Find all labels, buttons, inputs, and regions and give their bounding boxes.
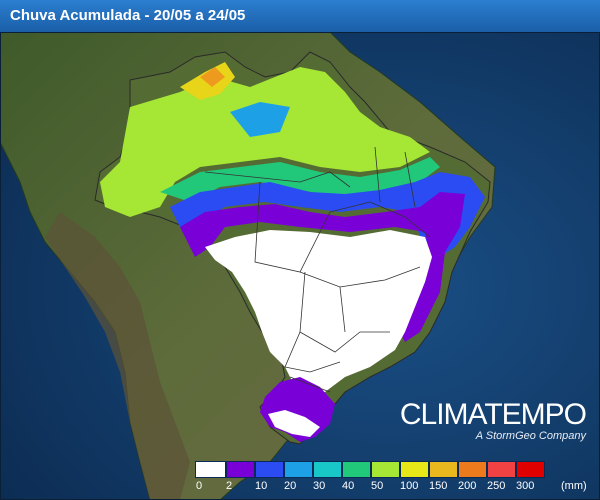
- legend-swatch: [400, 461, 429, 478]
- legend-tick-label: 10: [255, 480, 268, 492]
- legend-swatch: [284, 461, 313, 478]
- climatempo-logo: CLIMATEMPO A StormGeo Company: [399, 398, 587, 442]
- legend-swatch: [255, 461, 284, 478]
- dry-zone-0mm: [205, 230, 432, 407]
- legend-swatch: [516, 461, 545, 478]
- legend-tick-label: 20: [284, 480, 297, 492]
- rain-map: [0, 32, 600, 500]
- legend-swatch: [195, 461, 226, 478]
- legend-swatch: [342, 461, 371, 478]
- brand-tagline: A StormGeo Company: [475, 430, 586, 442]
- andes-region: [45, 212, 190, 500]
- map-title: Chuva Acumulada - 20/05 a 24/05: [0, 0, 600, 32]
- rain-zone-20mm: [230, 102, 290, 137]
- legend-swatch: [458, 461, 487, 478]
- state-borders: [204, 146, 431, 393]
- legend-swatch: [487, 461, 516, 478]
- legend-unit: (mm): [561, 480, 587, 492]
- dry-zone-south: [268, 410, 320, 437]
- legend-tick-label: 300: [516, 480, 535, 492]
- rain-zone-10mm: [170, 172, 485, 257]
- legend-tick-label: 100: [400, 480, 419, 492]
- legend-swatch: [429, 461, 458, 478]
- legend-swatch: [226, 461, 255, 478]
- legend-tick-label: 30: [313, 480, 326, 492]
- rain-zone-200mm: [200, 67, 225, 87]
- legend-tick-label: 2: [226, 480, 233, 492]
- legend-tick-label: 0: [196, 480, 203, 492]
- precipitation-legend: 0 2 10 20 30 40 50 100 150 200 250 300 (mm): [195, 461, 593, 495]
- legend-swatch: [371, 461, 400, 478]
- legend-tick-label: 40: [342, 480, 355, 492]
- rain-zone-40mm: [160, 157, 440, 202]
- legend-tick-label: 250: [487, 480, 506, 492]
- rain-zone-50mm: [100, 67, 430, 217]
- legend-ticks: 0 2 10 20 30 40 50 100 150 200 250 300: [195, 480, 593, 494]
- legend-tick-label: 50: [371, 480, 384, 492]
- brand-name: CLIMATEMPO: [399, 398, 587, 431]
- legend-tick-label: 200: [458, 480, 477, 492]
- legend-swatch: [313, 461, 342, 478]
- legend-tick-label: 150: [429, 480, 448, 492]
- rain-zone-2mm: [180, 192, 465, 342]
- map-area: [0, 32, 600, 500]
- legend-swatches: [195, 461, 545, 478]
